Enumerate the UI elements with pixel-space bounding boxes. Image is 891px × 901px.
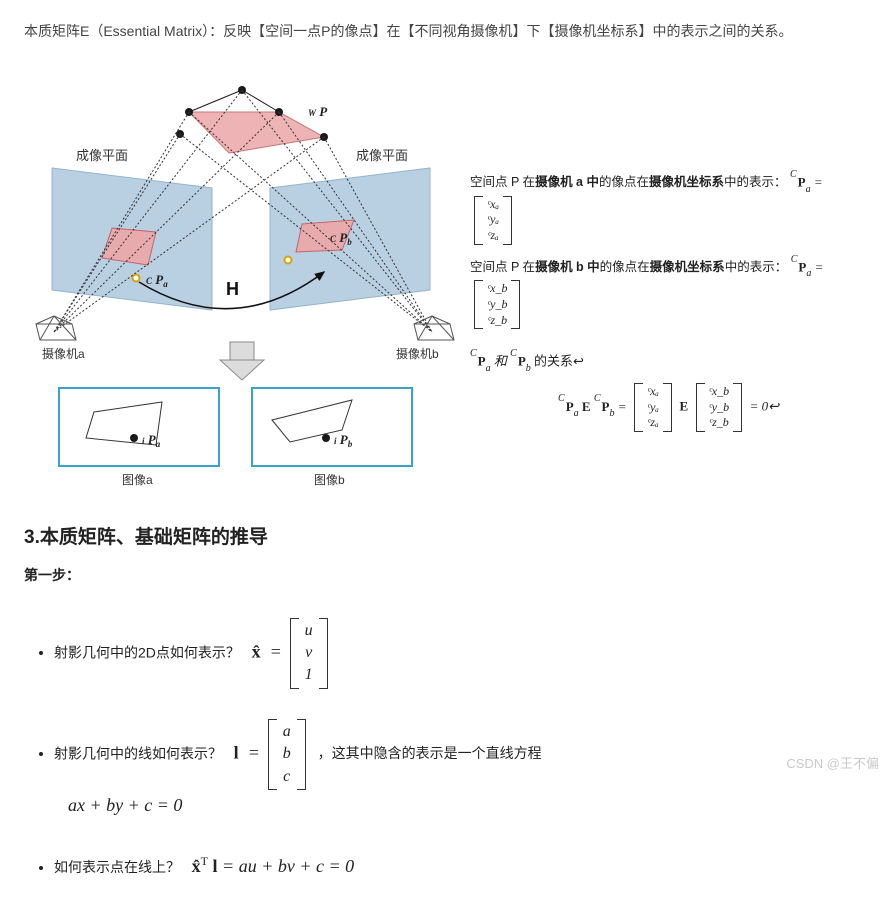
- H-label: H: [226, 279, 239, 299]
- cap-a-em2: 摄像机坐标系: [649, 172, 724, 193]
- epipolar-diagram: W P 成像平面 C Pa 成像平面 C Pb: [24, 60, 464, 498]
- cap-a-post: 中的表示：: [724, 172, 787, 193]
- cap-a-pre: 空间点 P 在: [470, 172, 535, 193]
- camera-b-label: 摄像机b: [396, 346, 439, 361]
- vec-b-0: ᶜx_b: [487, 281, 507, 297]
- q2-vec-1: b: [283, 743, 291, 765]
- plane-b-label: 成像平面: [356, 148, 408, 163]
- relation-label: CPa 和 CPb 的关系↩: [470, 349, 867, 375]
- cap-b-mid: 的像点在: [600, 257, 650, 278]
- svg-text:W P: W P: [308, 104, 328, 119]
- intro-text: 本质矩阵E（Essential Matrix）：反映【空间一点P的像点】在【不同…: [24, 20, 867, 44]
- cap-b-pre: 空间点 P 在: [470, 257, 535, 278]
- svg-text:i Pb: i Pb: [334, 432, 353, 449]
- cap-a-em1: 摄像机 a 中: [535, 172, 599, 193]
- image-a-label: 图像a: [122, 473, 153, 487]
- q1-vec-2: 1: [305, 664, 313, 686]
- cap-b-em2: 摄像机坐标系: [650, 257, 725, 278]
- vec-b-1: ᶜy_b: [487, 297, 507, 313]
- cap-b-post: 中的表示：: [725, 257, 788, 278]
- q3: 如何表示点在线上？ x̂T l = au + bv + c = 0: [54, 851, 867, 882]
- figure-caption-right: 空间点 P 在 摄像机 a 中 的像点在 摄像机坐标系 中的表示： CPa = …: [470, 60, 867, 498]
- q1: 射影几何中的2D点如何表示？ x̂ = u v 1: [54, 618, 867, 689]
- camera-a-label: 摄像机a: [42, 346, 85, 361]
- relation-equation: CPa E CPb = ᶜxₐ ᶜyₐ ᶜzₐ E ᶜx_b ᶜy_b ᶜz_b: [470, 383, 867, 432]
- vec-b-2: ᶜz_b: [487, 313, 507, 329]
- q2-after: ，这其中隐含的表示是一个直线方程: [318, 745, 542, 761]
- cap-b-em1: 摄像机 b 中: [535, 257, 600, 278]
- vec-a-2: ᶜzₐ: [487, 228, 499, 244]
- image-b-label: 图像b: [314, 473, 345, 487]
- q3-text: 如何表示点在线上？: [54, 859, 180, 875]
- cap-a-mid: 的像点在: [599, 172, 649, 193]
- section-title: 3.本质矩阵、基础矩阵的推导: [24, 522, 867, 554]
- watermark: CSDN @王不偏: [786, 753, 879, 775]
- figure-row: W P 成像平面 C Pa 成像平面 C Pb: [24, 60, 867, 498]
- vec-a-0: ᶜxₐ: [487, 197, 499, 213]
- q2-eq: ax + by + c = 0: [68, 790, 867, 821]
- q2-text: 射影几何中的线如何表示？: [54, 745, 222, 761]
- step-1-label: 第一步：: [24, 564, 867, 588]
- q2: 射影几何中的线如何表示？ l = a b c ，这其中隐含的表示是一个直线方程 …: [54, 719, 867, 821]
- q2-vec-0: a: [283, 721, 291, 743]
- q1-text: 射影几何中的2D点如何表示？: [54, 644, 240, 660]
- q2-vec-2: c: [283, 766, 291, 788]
- q1-vec-0: u: [305, 620, 313, 642]
- q1-vec-1: v: [305, 642, 313, 664]
- vec-a-1: ᶜyₐ: [487, 212, 499, 228]
- question-list: 射影几何中的2D点如何表示？ x̂ = u v 1 射影几何中的线如何表示？ l…: [36, 618, 867, 882]
- plane-a-label: 成像平面: [76, 148, 128, 163]
